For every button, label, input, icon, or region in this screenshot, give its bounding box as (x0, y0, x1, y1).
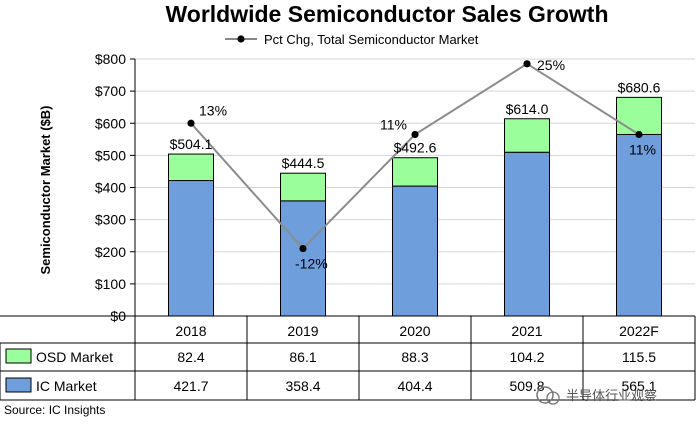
y-axis-title: Semiconductor Market ($B) (38, 105, 53, 274)
x-category-label: 2019 (287, 323, 318, 339)
source-note: Source: IC Insights (4, 403, 105, 417)
total-label: $680.6 (618, 79, 661, 95)
chart-title: Worldwide Semiconductor Sales Growth (165, 1, 608, 27)
y-tick-label: $100 (95, 276, 126, 292)
bar-ic-market (504, 151, 550, 317)
y-tick-label: $500 (95, 147, 126, 163)
pct-change-label: 25% (537, 57, 565, 73)
x-category-label: 2020 (399, 323, 430, 339)
bar-ic-market (168, 180, 214, 317)
legend-osd-label: OSD Market (36, 349, 113, 365)
pct-change-label: -12% (295, 256, 328, 272)
pct-change-point (523, 60, 531, 68)
data-labels: $504.1 $444.5 $492.6 $614.0 $680.6 13% -12% 11%… (170, 57, 661, 272)
table-cell-ic: 358.4 (285, 378, 320, 394)
total-label: $614.0 (506, 101, 549, 117)
bar-ic-market (392, 185, 438, 317)
legend-osd-swatch (5, 348, 32, 364)
pct-change-point (299, 244, 307, 253)
table-cell-osd: 115.5 (622, 349, 656, 365)
legend: Pct Chg, Total Semiconductor Market (225, 32, 479, 47)
y-tick-label: $300 (95, 212, 126, 228)
bar-osd-market (392, 157, 438, 187)
y-tick-label: $800 (95, 51, 126, 67)
table-cell-osd: 104.2 (509, 349, 544, 365)
x-category-label: 2021 (511, 323, 542, 339)
bar-ic-market (616, 133, 662, 317)
pct-change-label: 11% (380, 116, 407, 132)
wechat-icon (536, 386, 554, 404)
y-tick-label: $600 (95, 115, 126, 131)
table-cell-osd: 82.4 (177, 349, 204, 365)
total-label: $504.1 (170, 136, 213, 152)
x-category-label: 2022F (619, 323, 659, 339)
y-axis-ticks: $0$100$200$300$400$500$600$700$800 (95, 51, 136, 324)
bar-osd-market (168, 153, 214, 182)
bar-osd-market (616, 96, 662, 135)
bars (168, 96, 662, 317)
pct-change-line (187, 60, 643, 253)
x-category-label: 2018 (175, 323, 206, 339)
table-cell-osd: 88.3 (401, 349, 428, 365)
watermark-text: 半导体行业观察 (566, 388, 657, 403)
pct-change-label: 11% (629, 141, 656, 157)
data-table: 2018 2019 2020 2021 2022F OSD Market IC Market… (0, 315, 696, 401)
pct-change-point (635, 130, 643, 139)
pct-change-label: 13% (199, 102, 227, 118)
y-tick-label: $200 (95, 244, 126, 260)
table-cell-ic: 509.8 (509, 378, 544, 394)
legend-line-label: Pct Chg, Total Semiconductor Market (264, 32, 479, 47)
table-cell-ic: 421.7 (173, 378, 208, 394)
bar-ic-market (280, 200, 326, 317)
bar-osd-market (280, 172, 326, 202)
table-cell-osd: 86.1 (289, 349, 316, 365)
pct-change-point (411, 130, 419, 139)
wechat-icon-inner (546, 391, 560, 405)
legend-ic-swatch (5, 377, 32, 393)
legend-ic-label: IC Market (36, 378, 97, 394)
total-label: $444.5 (282, 155, 325, 171)
y-tick-label: $400 (95, 180, 126, 196)
legend-line-marker (237, 35, 245, 43)
total-label: $492.6 (394, 140, 437, 156)
watermark-logo: 半导体行业观察 (536, 386, 657, 405)
pct-change-point (187, 119, 195, 127)
y-tick-label: $700 (95, 83, 126, 99)
table-cell-ic: 404.4 (397, 378, 432, 394)
bar-osd-market (504, 118, 550, 153)
table-cell-ic: 565.1 (621, 378, 656, 394)
